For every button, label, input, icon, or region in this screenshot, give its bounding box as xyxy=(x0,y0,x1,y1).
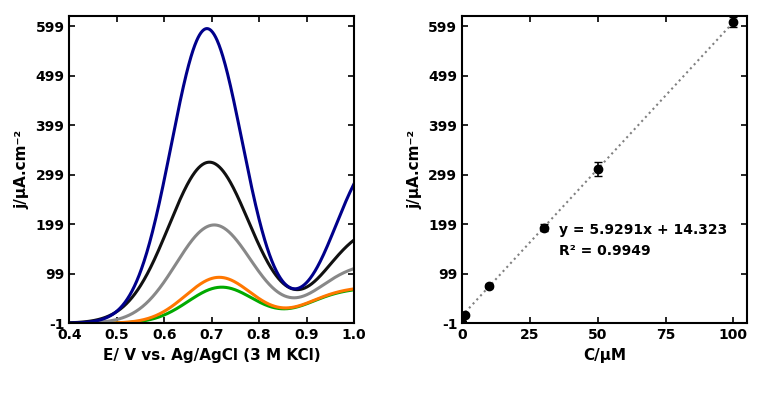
X-axis label: C/μM: C/μM xyxy=(583,348,626,363)
Y-axis label: j/μA.cm⁻²: j/μA.cm⁻² xyxy=(15,130,30,209)
Y-axis label: j/μA.cm⁻²: j/μA.cm⁻² xyxy=(408,130,423,209)
X-axis label: E/ V vs. Ag/AgCl (3 M KCl): E/ V vs. Ag/AgCl (3 M KCl) xyxy=(103,348,320,363)
Text: y = 5.9291x + 14.323
R² = 0.9949: y = 5.9291x + 14.323 R² = 0.9949 xyxy=(559,223,727,257)
